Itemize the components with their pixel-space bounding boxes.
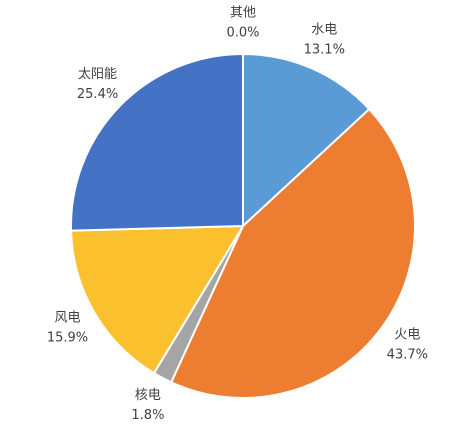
slice-label: 核电 bbox=[135, 388, 161, 403]
slice-value-label: 1.8% bbox=[131, 408, 164, 423]
pie-slice bbox=[242, 52, 371, 229]
pie-slice bbox=[169, 107, 416, 399]
pie-slice bbox=[70, 224, 245, 375]
slice-label: 水电 bbox=[311, 22, 337, 37]
slice-label: 风电 bbox=[55, 311, 81, 326]
slice-value-label: 25.4% bbox=[77, 87, 118, 102]
slice-value-label: 43.7% bbox=[387, 348, 428, 363]
pie-slice bbox=[70, 52, 244, 232]
slice-value-label: 13.1% bbox=[304, 42, 345, 57]
slice-label: 其他 bbox=[230, 6, 256, 21]
slice-value-label: 0.0% bbox=[226, 26, 259, 41]
slice-label: 太阳能 bbox=[78, 67, 117, 82]
slice-value-label: 15.9% bbox=[47, 331, 88, 346]
slice-label: 火电 bbox=[394, 328, 420, 343]
